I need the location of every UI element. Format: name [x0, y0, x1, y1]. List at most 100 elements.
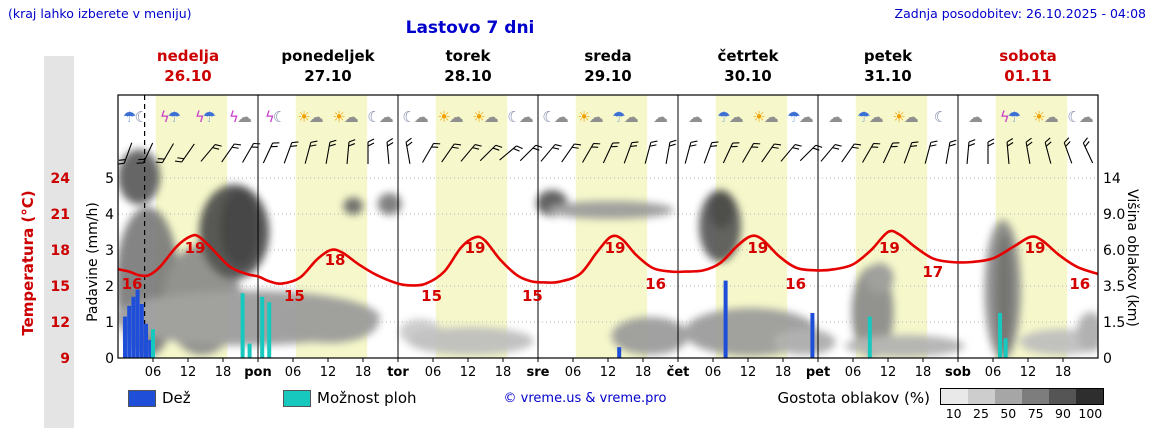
day-name: sobota [999, 47, 1057, 65]
density-scale-value: 50 [1000, 406, 1017, 421]
svg-text:19: 19 [185, 239, 206, 257]
wind-barb [703, 141, 719, 164]
weather-icon: ☾☁ [507, 108, 533, 126]
wind-barb [684, 140, 698, 164]
wind-barb [283, 141, 299, 164]
svg-text:06: 06 [425, 365, 442, 380]
svg-text:18: 18 [1055, 365, 1072, 380]
wind-barb [367, 138, 375, 164]
day-header: četrtek 30.10 [678, 46, 818, 90]
density-scale-value: 75 [1027, 406, 1044, 421]
wind-barb [1025, 137, 1033, 164]
showers-legend-label: Možnost ploh [317, 389, 417, 407]
wind-barb [862, 142, 881, 163]
svg-text:0: 0 [1103, 351, 1112, 367]
svg-text:12: 12 [460, 365, 477, 380]
svg-text:06: 06 [285, 365, 302, 380]
copyright-link[interactable]: © vreme.us & vreme.pro [503, 391, 667, 406]
density-scale-segment [995, 389, 1022, 404]
cloud-density-scale-bar [940, 388, 1104, 405]
weather-icon: ☂☁ [717, 108, 743, 126]
wind-barb [903, 141, 919, 164]
wind-barb [742, 142, 761, 163]
weather-icon: ☾☁ [402, 108, 428, 126]
x-axis-ticks [152, 358, 1064, 362]
wind-barb [966, 139, 976, 165]
svg-text:pon: pon [244, 365, 272, 380]
wind-barb [644, 140, 658, 164]
weather-icons-row: ☂☾ ϟ☂ ϟ☂ ϟ☁ ϟ☾ ☀☁ ☀☁ ☾☁ ☾☁ ☀☁ ☀☁ ☾☁ ☾☁ ☀☁ ☂☁ ☁ ☁ ☂☁ ☀☁ ☂☁ ☁ ☂… [123, 108, 1094, 126]
svg-text:18: 18 [51, 243, 70, 259]
weather-icon: ϟ☂ [1000, 108, 1021, 126]
weather-icon: ☁ [968, 108, 983, 126]
wind-barb [1006, 138, 1014, 165]
weather-icon: ϟ☂ [195, 108, 216, 126]
wind-barb [441, 143, 462, 163]
weather-icon: ☾☁ [542, 108, 568, 126]
svg-text:24: 24 [51, 171, 71, 187]
weather-icon: ☀☁ [1032, 108, 1058, 126]
svg-text:16: 16 [1069, 275, 1090, 293]
day-date: 29.10 [584, 67, 632, 85]
cloud-density-legend-label: Gostota oblakov (%) [777, 389, 930, 407]
svg-text:17: 17 [922, 263, 943, 281]
wind-barb [665, 139, 677, 164]
last-update-text: Zadnja posodobitev: 26.10.2025 - 04:08 [894, 6, 1146, 21]
svg-text:6.0: 6.0 [1103, 243, 1125, 259]
page-title: Lastovo 7 dni [405, 18, 535, 38]
weather-icon: ☀☁ [472, 108, 498, 126]
x-axis-labels: 06 12 18 pon 06 12 18 tor 06 12 18 sre 06 12 18 čet 06 12… [145, 365, 1072, 380]
svg-text:19: 19 [1025, 239, 1046, 257]
day-header: petek 31.10 [818, 46, 958, 90]
day-name: četrtek [717, 47, 779, 65]
svg-text:16: 16 [785, 275, 806, 293]
svg-text:2: 2 [105, 279, 114, 295]
wind-barb [722, 142, 740, 164]
wind-barb [136, 142, 154, 164]
wind-barb [479, 144, 503, 162]
weather-icon: ☁ [653, 108, 668, 126]
svg-text:06: 06 [565, 365, 582, 380]
svg-text:3: 3 [105, 243, 114, 259]
weather-icon: ☀☁ [577, 108, 603, 126]
weather-icon: ☀☁ [892, 108, 918, 126]
density-scale-value: 10 [945, 406, 962, 421]
cloud-height-tick-labels: 14 9.0 6.0 3.5 1.5 0 [1103, 171, 1125, 367]
wind-barb [602, 142, 620, 164]
day-header: ponedeljek 27.10 [258, 46, 398, 90]
svg-text:12: 12 [51, 315, 70, 331]
svg-text:12: 12 [880, 365, 897, 380]
wind-barb [460, 144, 482, 162]
day-header: nedelja 26.10 [118, 46, 258, 90]
svg-text:5: 5 [105, 171, 114, 187]
showers-legend-swatch [283, 390, 311, 407]
wind-barb [346, 139, 356, 165]
wind-barb [155, 143, 174, 164]
weather-icon: ☂☾ [123, 108, 148, 126]
wind-barb [422, 142, 441, 163]
svg-text:4: 4 [105, 207, 114, 223]
day-name: ponedeljek [281, 47, 375, 65]
svg-text:18: 18 [775, 365, 792, 380]
wind-barb [945, 139, 957, 164]
wind-barb [200, 144, 222, 162]
svg-text:06: 06 [705, 365, 722, 380]
wind-barb [174, 143, 195, 163]
svg-text:9.0: 9.0 [1103, 207, 1125, 223]
day-boundary-lines [257, 95, 959, 358]
wind-barb [242, 142, 261, 163]
weather-icon: ☀☁ [297, 108, 323, 126]
svg-text:1: 1 [105, 315, 114, 331]
svg-text:12: 12 [740, 365, 757, 380]
svg-text:sob: sob [945, 365, 971, 380]
svg-text:12: 12 [1020, 365, 1037, 380]
density-scale-segment [1022, 389, 1049, 404]
svg-text:15: 15 [421, 287, 442, 305]
wind-barb [623, 141, 639, 164]
day-date: 01.11 [1004, 67, 1052, 85]
weather-icon: ☀☁ [437, 108, 463, 126]
weather-icon: ☀☁ [752, 108, 778, 126]
density-scale-value: 25 [973, 406, 989, 421]
rain-bars [123, 280, 815, 358]
